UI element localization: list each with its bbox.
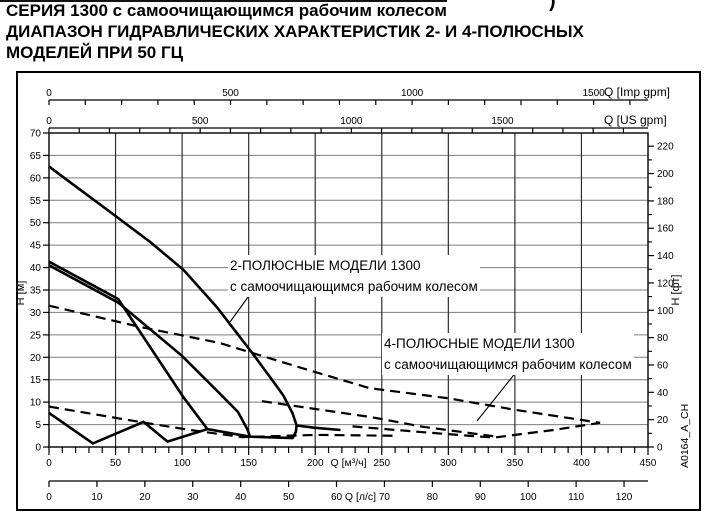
figure-box bbox=[16, 71, 701, 511]
title-block: СЕРИЯ 1300 с самоочищающимся рабочим кол… bbox=[6, 0, 584, 63]
svg-text:0: 0 bbox=[46, 88, 52, 99]
svg-text:60: 60 bbox=[331, 492, 343, 503]
svg-text:200: 200 bbox=[657, 169, 674, 180]
svg-text:500: 500 bbox=[222, 88, 239, 99]
series-2pole-lower-boundary bbox=[48, 411, 298, 445]
title-line-2: ДИАПАЗОН ГИДРАВЛИЧЕСКИХ ХАРАКТЕРИСТИК 2-… bbox=[6, 22, 584, 41]
side-code: A0164_A_CH bbox=[679, 404, 691, 468]
annotation-text-line: 2-ПОЛЮСНЫЕ МОДЕЛИ 1300 bbox=[230, 258, 421, 273]
svg-text:110: 110 bbox=[568, 492, 584, 503]
axis-h-ft: 0 20 40 60 80 100 120 140 160 180 200 220 H [фт] bbox=[648, 142, 682, 454]
svg-text:20: 20 bbox=[30, 353, 42, 364]
svg-text:H [фт]: H [фт] bbox=[670, 275, 682, 306]
axis-us_gpm: 0 500 1000 1500 Q [US gpm] bbox=[46, 113, 667, 133]
svg-text:35: 35 bbox=[30, 286, 42, 297]
svg-text:120: 120 bbox=[616, 492, 633, 503]
svg-text:65: 65 bbox=[30, 151, 42, 162]
svg-text:70: 70 bbox=[30, 129, 42, 140]
svg-text:1000: 1000 bbox=[340, 116, 363, 127]
svg-text:20: 20 bbox=[139, 492, 151, 503]
svg-text:160: 160 bbox=[657, 224, 674, 235]
svg-text:80: 80 bbox=[427, 492, 439, 503]
series-2pole-curve-b1 bbox=[48, 260, 209, 430]
svg-text:350: 350 bbox=[507, 458, 524, 469]
svg-text:50: 50 bbox=[110, 458, 122, 469]
svg-text:80: 80 bbox=[657, 333, 669, 344]
svg-text:25: 25 bbox=[30, 330, 42, 341]
svg-text:450: 450 bbox=[640, 458, 657, 469]
svg-text:30: 30 bbox=[30, 308, 42, 319]
svg-text:5: 5 bbox=[35, 420, 41, 431]
axis-ls: 0 10 20 30 40 50 60 70 80 90 100 110 120 Q [л/с] bbox=[46, 480, 648, 503]
axis-h-m: 0 5 10 15 20 25 30 35 40 45 50 55 60 65 70 H [м] bbox=[15, 129, 49, 454]
cropped-text-artifact bbox=[0, 0, 447, 2]
svg-text:100: 100 bbox=[520, 492, 537, 503]
svg-text:30: 30 bbox=[187, 492, 199, 503]
svg-text:1500: 1500 bbox=[582, 88, 605, 99]
svg-text:50: 50 bbox=[30, 218, 42, 229]
series-4pole-lower-right bbox=[352, 421, 601, 439]
svg-text:40: 40 bbox=[30, 263, 42, 274]
svg-text:220: 220 bbox=[657, 142, 674, 153]
svg-text:15: 15 bbox=[30, 375, 42, 386]
svg-text:0: 0 bbox=[46, 458, 52, 469]
svg-text:400: 400 bbox=[573, 458, 590, 469]
svg-text:10: 10 bbox=[91, 492, 103, 503]
svg-text:45: 45 bbox=[30, 241, 42, 252]
series-2pole-curve-b2 bbox=[48, 264, 252, 438]
svg-text:Q [м³/ч]: Q [м³/ч] bbox=[330, 457, 366, 469]
svg-text:Q [л/с]: Q [л/с] bbox=[345, 491, 376, 503]
svg-text:150: 150 bbox=[240, 458, 257, 469]
series-2pole-outer-tail bbox=[296, 424, 341, 432]
cropped-paren-artifact: ) bbox=[549, 0, 556, 12]
svg-text:1500: 1500 bbox=[491, 116, 514, 127]
series-4pole-mid bbox=[261, 400, 494, 438]
svg-text:0: 0 bbox=[35, 443, 41, 454]
label-2pole-models: 2-ПОЛЮСНЫЕ МОДЕЛИ 1300 с самоочищающимся … bbox=[228, 255, 480, 297]
label-4pole-models: 4-ПОЛЮСНЫЕ МОДЕЛИ 1300 с самоочищающимся … bbox=[382, 333, 634, 375]
svg-text:55: 55 bbox=[30, 196, 42, 207]
svg-text:H [м]: H [м] bbox=[15, 281, 27, 306]
svg-text:70: 70 bbox=[379, 492, 391, 503]
svg-text:A0164_A_CH: A0164_A_CH bbox=[679, 404, 691, 468]
axis-m3h: 0 50 100 150 200 250 300 350 400 450 Q [м³/ч] bbox=[46, 447, 657, 469]
series-4pole-upper bbox=[48, 304, 601, 424]
svg-text:500: 500 bbox=[192, 116, 209, 127]
svg-text:180: 180 bbox=[657, 196, 674, 207]
title-line-3: МОДЕЛЕЙ ПРИ 50 ГЦ bbox=[6, 43, 184, 62]
annotation-text-line: с самоочищающимся рабочим колесом bbox=[230, 279, 478, 294]
svg-text:120: 120 bbox=[657, 278, 674, 289]
svg-text:0: 0 bbox=[46, 116, 52, 127]
annotation-leaders bbox=[229, 292, 518, 422]
annotation-text-line: с самоочищающимся рабочим колесом bbox=[384, 357, 632, 372]
svg-text:50: 50 bbox=[283, 492, 295, 503]
svg-text:300: 300 bbox=[440, 458, 457, 469]
svg-text:140: 140 bbox=[657, 251, 674, 262]
svg-text:Q [Imp gpm]: Q [Imp gpm] bbox=[604, 85, 670, 99]
svg-text:90: 90 bbox=[475, 492, 487, 503]
svg-text:40: 40 bbox=[657, 388, 669, 399]
svg-text:Q [US gpm]: Q [US gpm] bbox=[604, 113, 667, 127]
svg-text:0: 0 bbox=[657, 443, 663, 454]
series-4pole-lower-left bbox=[48, 405, 398, 439]
svg-text:100: 100 bbox=[174, 458, 191, 469]
annotation-text-line: 4-ПОЛЮСНЫЕ МОДЕЛИ 1300 bbox=[384, 336, 575, 351]
svg-text:1000: 1000 bbox=[401, 88, 424, 99]
svg-text:200: 200 bbox=[307, 458, 324, 469]
svg-text:100: 100 bbox=[657, 306, 674, 317]
svg-text:40: 40 bbox=[235, 492, 247, 503]
svg-text:60: 60 bbox=[30, 173, 42, 184]
pump-curves bbox=[48, 165, 601, 445]
title-line-1: СЕРИЯ 1300 с самоочищающимся рабочим кол… bbox=[6, 1, 447, 20]
svg-text:250: 250 bbox=[373, 458, 390, 469]
axis-imp_gpm: 0 500 1000 1500 Q [Imp gpm] bbox=[46, 85, 670, 105]
svg-text:20: 20 bbox=[657, 415, 669, 426]
svg-text:0: 0 bbox=[46, 492, 52, 503]
svg-text:10: 10 bbox=[30, 398, 42, 409]
series-2pole-envelope-outer bbox=[48, 165, 298, 426]
svg-text:60: 60 bbox=[657, 360, 669, 371]
